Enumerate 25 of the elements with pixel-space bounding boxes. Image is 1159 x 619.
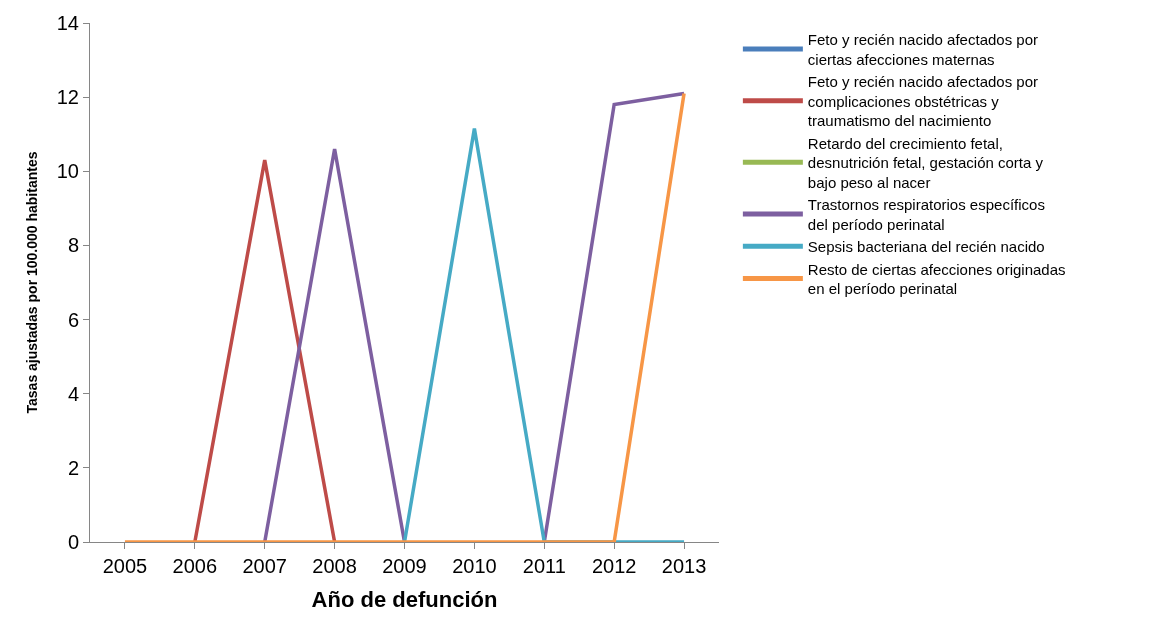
x-tick-label: 2009 <box>382 555 427 577</box>
y-tick-label: 8 <box>67 234 79 257</box>
x-tick-label: 2007 <box>242 555 287 577</box>
x-tick-label: 2013 <box>661 555 707 577</box>
legend-label: Trastornos respiratorios específicos del período perinatal <box>807 196 1045 233</box>
y-tick-label: 0 <box>67 531 79 553</box>
x-tick-label: 2005 <box>102 555 148 577</box>
y-tick-label: 10 <box>56 160 79 183</box>
legend-label: Retardo del crecimiento fetal, desnutrición fetal, gestación corta y bajo peso al nacer <box>807 134 1044 191</box>
x-axis-title: Año de defunción <box>311 586 498 612</box>
legend-label: Resto de ciertas afecciones originadas en el período perinatal <box>807 260 1066 298</box>
x-tick-label: 2010 <box>452 555 497 577</box>
y-tick-label: 4 <box>67 382 79 405</box>
x-tick-label: 2011 <box>522 555 566 577</box>
y-tick-label: 14 <box>56 12 79 34</box>
x-tick-label: 2006 <box>172 555 218 577</box>
x-tick-label: 2008 <box>312 555 357 577</box>
legend-label: Sepsis bacteriana del recién nacido <box>807 238 1045 256</box>
legend-label: Feto y recién nacido afectados por complicaciones obstétricas y traumatismo del nacimiento <box>807 73 1039 130</box>
y-tick-label: 12 <box>56 86 79 109</box>
x-tick-label: 2012 <box>591 555 637 577</box>
y-axis-title: Tasas ajustadas por 100.000 habitantes <box>24 151 41 414</box>
y-tick-label: 2 <box>67 456 79 479</box>
legend-label: Feto y recién nacido afectados por ciertas afecciones maternas <box>807 31 1039 68</box>
y-tick-label: 6 <box>67 308 79 331</box>
